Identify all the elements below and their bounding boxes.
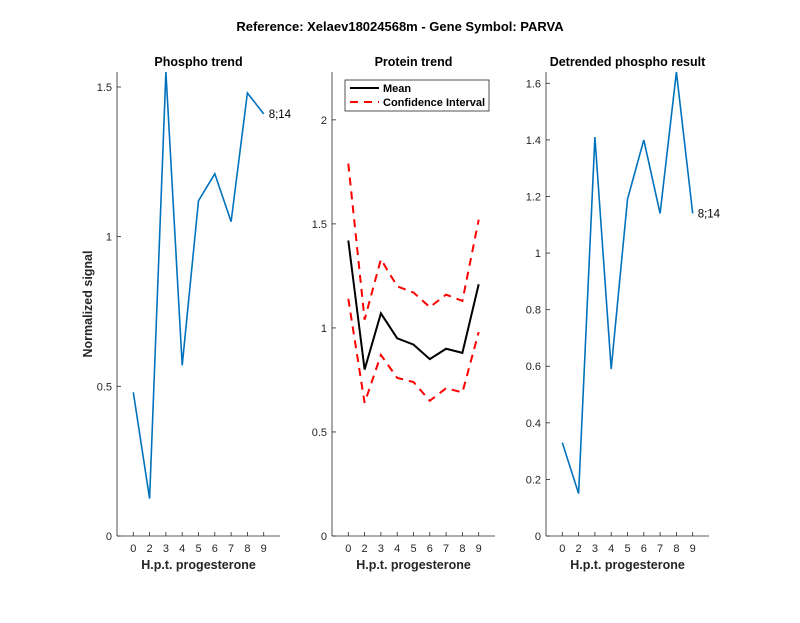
x-tick-label: 4 [394,543,400,555]
y-tick-label: 1 [321,323,327,335]
x-tick-label: 2 [362,543,368,555]
x-tick-label: 5 [624,543,630,555]
x-tick-label: 4 [179,543,185,555]
y-tick-label: 0.4 [526,418,541,430]
x-tick-label: 0 [559,543,565,555]
x-tick-label: 3 [592,543,598,555]
y-tick-label: 0.6 [526,361,541,373]
y-tick-label: 1.5 [312,219,327,231]
y-tick-label: 0.5 [312,427,327,439]
panel-3: Detrended phospho result 0 0.2 0.4 0.6 0.8 1 1.… [526,55,721,572]
x-tick-label: 9 [476,543,482,555]
y-tick-label: 2 [321,115,327,127]
series-line-3 [347,298,480,404]
x-tick-label: 5 [410,543,416,555]
legend-label: Confidence Interval [383,97,485,109]
x-tick-label: 3 [378,543,384,555]
x-tick-label: 7 [228,543,234,555]
x-tick-label: 8 [673,543,679,555]
y-tick-label: 0.8 [526,305,541,317]
x-tick-label: 9 [261,543,267,555]
panel-title: Phospho trend [154,55,242,69]
series-line-1 [132,71,265,499]
legend-label: Mean [383,83,411,95]
y-tick-label: 1 [106,232,112,244]
x-tick-label: 2 [576,543,582,555]
x-axis-label: H.p.t. progesterone [141,558,256,572]
x-tick-label: 6 [641,543,647,555]
series-line-2 [347,163,480,320]
x-tick-label: 4 [608,543,614,555]
y-tick-label: 1.2 [526,191,541,203]
legend-box [344,79,490,112]
x-tick-label: 5 [195,543,201,555]
x-tick-label: 3 [163,543,169,555]
y-tick-label: 0 [106,531,112,543]
x-tick-label: 6 [212,543,218,555]
panel-title: Detrended phospho result [550,55,706,69]
x-tick-label: 0 [130,543,136,555]
y-tick-label: 0 [535,531,541,543]
series-line-1 [347,240,480,370]
x-tick-label: 2 [147,543,153,555]
x-tick-label: 6 [427,543,433,555]
y-tick-label: 1 [535,248,541,260]
x-tick-label: 9 [690,543,696,555]
panel-title: Protein trend [375,55,453,69]
y-tick-label: 0.2 [526,474,541,486]
annotation: 8;14 [698,208,721,220]
y-tick-label: 1.4 [526,135,541,147]
x-axis-label: H.p.t. progesterone [356,558,471,572]
x-tick-label: 7 [443,543,449,555]
series-line-1 [561,71,694,494]
x-tick-label: 0 [345,543,351,555]
y-axis-label: Normalized signal [81,251,95,358]
y-tick-label: 0 [321,531,327,543]
x-tick-label: 7 [657,543,663,555]
x-axis-label: H.p.t. progesterone [570,558,685,572]
y-tick-label: 1.6 [526,78,541,90]
x-tick-label: 8 [244,543,250,555]
y-tick-label: 0.5 [97,381,112,393]
annotation: 8;14 [269,109,292,121]
y-tick-label: 1.5 [97,82,112,94]
figure-title: Reference: Xelaev18024568m - Gene Symbol… [236,19,564,34]
legend: Mean Confidence Interval [344,79,490,112]
x-tick-label: 8 [459,543,465,555]
